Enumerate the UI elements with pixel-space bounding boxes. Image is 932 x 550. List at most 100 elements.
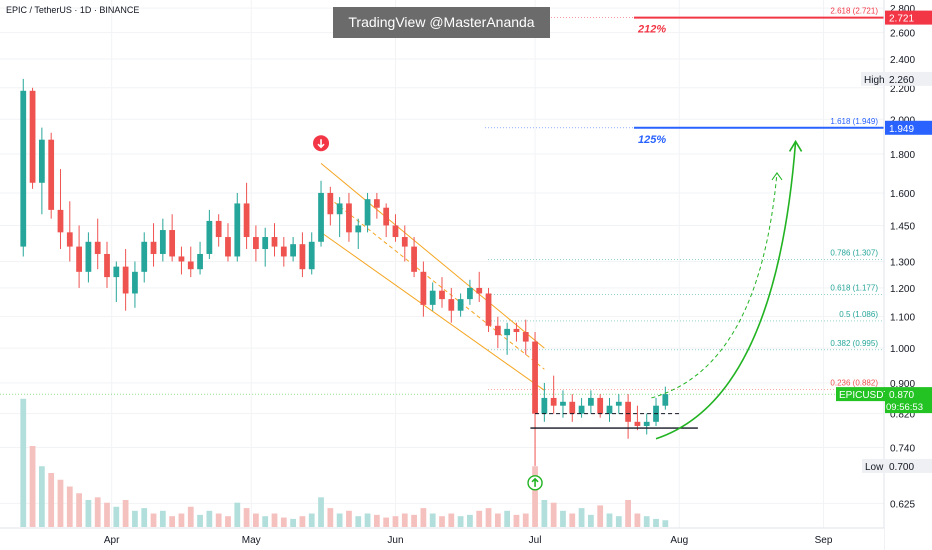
price-tick-label: 2.600 bbox=[890, 29, 915, 40]
high-value-bg bbox=[885, 71, 932, 86]
price-tick-label: 1.450 bbox=[890, 221, 915, 232]
candle-body bbox=[38, 139, 45, 183]
candle-body bbox=[448, 299, 455, 311]
volume-bar bbox=[169, 516, 176, 527]
time-axis-bg bbox=[0, 528, 884, 550]
fib-label: 0.236 (0.882) bbox=[830, 379, 878, 388]
volume-bar bbox=[290, 518, 297, 527]
volume-bar bbox=[485, 508, 492, 527]
projection-arrowhead bbox=[771, 172, 783, 181]
volume-bar bbox=[20, 398, 27, 527]
price-tick-label: 1.300 bbox=[890, 257, 915, 268]
volume-bar bbox=[615, 516, 622, 527]
volume-bar bbox=[38, 466, 45, 527]
candle-body bbox=[615, 401, 622, 406]
volume-bar bbox=[280, 517, 287, 527]
current-price-bg bbox=[885, 387, 932, 414]
candle-body bbox=[411, 246, 417, 272]
candle-body bbox=[429, 290, 436, 305]
volume-bar bbox=[327, 508, 334, 527]
volume-bar bbox=[522, 513, 529, 527]
price-tag-label: 1.949 bbox=[889, 124, 914, 135]
volume-bar bbox=[541, 500, 548, 527]
candle-body bbox=[57, 209, 64, 233]
candle-body bbox=[76, 246, 82, 272]
high-label: High bbox=[864, 75, 885, 86]
volume-bar bbox=[132, 510, 138, 527]
price-tick-label: 2.800 bbox=[890, 4, 915, 15]
volume-bar bbox=[206, 510, 213, 527]
volume-bar bbox=[429, 513, 436, 527]
candle-body bbox=[569, 401, 576, 414]
candle-body bbox=[290, 244, 297, 257]
candle-body bbox=[262, 237, 269, 250]
grid-layer bbox=[0, 0, 884, 528]
descending-channel[interactable] bbox=[320, 162, 545, 391]
volume-bar bbox=[383, 517, 390, 527]
candle-body bbox=[578, 405, 585, 414]
candle-body bbox=[225, 237, 231, 257]
volume-bar bbox=[225, 516, 231, 527]
candle-body bbox=[346, 203, 352, 233]
fib-label: 1.618 (1.949) bbox=[830, 117, 878, 126]
candle-body bbox=[206, 220, 213, 254]
volume-bar bbox=[104, 502, 110, 527]
time-tick-label: Jun bbox=[387, 535, 403, 546]
time-axis[interactable]: Apr May Jun Jul Aug Sep bbox=[0, 527, 884, 550]
target-percent-label: 125% bbox=[638, 134, 666, 146]
candle-body bbox=[132, 271, 138, 294]
volume-bar bbox=[411, 514, 417, 527]
candle-body bbox=[634, 421, 641, 426]
volume-bar bbox=[262, 516, 269, 527]
candle-body bbox=[141, 241, 148, 272]
candle-body bbox=[29, 90, 36, 183]
volume-bar bbox=[94, 497, 101, 527]
low-value-bg bbox=[885, 458, 932, 473]
candle-body bbox=[606, 405, 613, 414]
candle-body bbox=[625, 401, 631, 422]
volume-bar bbox=[467, 514, 473, 527]
channel-upper-line bbox=[320, 162, 545, 349]
symbol-title[interactable]: EPIC / TetherUS · 1D · BINANCE bbox=[6, 5, 140, 15]
volume-bar bbox=[653, 518, 659, 527]
candle-body bbox=[113, 266, 120, 278]
candle-body bbox=[336, 203, 343, 215]
target-percent-label: 212% bbox=[637, 24, 666, 36]
volume-bar bbox=[392, 516, 399, 527]
time-tick-label: Sep bbox=[815, 535, 833, 546]
price-tick-label: 1.000 bbox=[890, 344, 915, 355]
volume-bar bbox=[550, 502, 557, 527]
price-tag-label: 2.721 bbox=[889, 14, 914, 25]
candle-body bbox=[587, 397, 594, 406]
volume-bar bbox=[215, 513, 222, 527]
price-tick-label: 0.900 bbox=[890, 379, 915, 390]
volume-bar bbox=[66, 486, 73, 527]
candle-body bbox=[457, 299, 464, 311]
high-value: 2.260 bbox=[889, 75, 914, 86]
volume-bar bbox=[85, 500, 92, 527]
volume-bar bbox=[141, 508, 148, 527]
volume-bar bbox=[457, 516, 464, 527]
volume-bar bbox=[271, 513, 278, 527]
candle-body bbox=[476, 287, 483, 294]
low-label-bg bbox=[862, 458, 885, 473]
volume-bar bbox=[504, 510, 511, 527]
volume-bar bbox=[113, 506, 120, 527]
volume-bar bbox=[634, 513, 641, 527]
candle-body bbox=[355, 225, 362, 233]
price-tick-label: 1.800 bbox=[890, 150, 915, 161]
fib-label: 0.382 (0.995) bbox=[830, 339, 878, 348]
price-axis-bg bbox=[884, 0, 932, 550]
volume-bar bbox=[57, 479, 64, 527]
price-axis[interactable]: 2.800 2.600 2.400 2.200 2.000 1.800 1.600 1.450… bbox=[836, 0, 932, 550]
drawings-layer[interactable] bbox=[313, 135, 803, 491]
volume-bar bbox=[355, 516, 362, 527]
volume-bar bbox=[662, 520, 669, 527]
volume-bar bbox=[625, 500, 631, 527]
candle-body bbox=[122, 266, 129, 294]
low-value: 0.700 bbox=[889, 462, 914, 473]
volume-bar bbox=[597, 505, 604, 527]
volume-bar bbox=[420, 508, 427, 527]
volume-bar bbox=[243, 508, 250, 527]
